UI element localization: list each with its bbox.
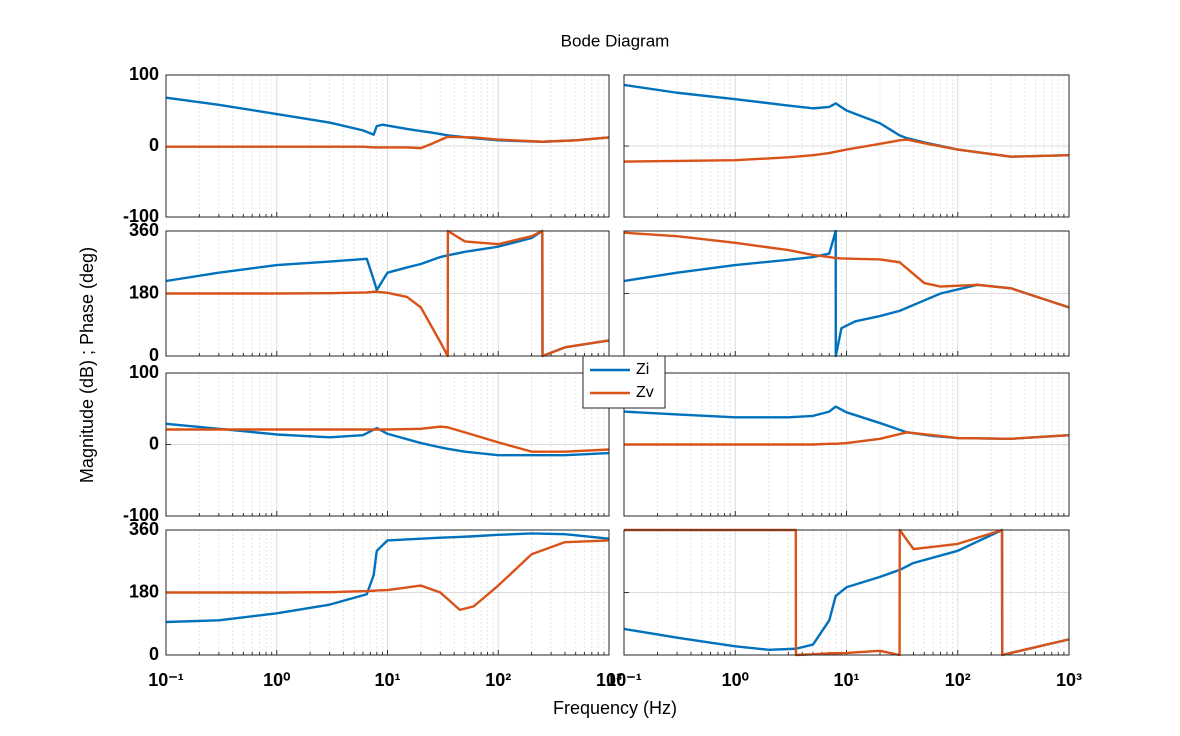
series-line xyxy=(165,422,610,457)
y-tick-label: 0 xyxy=(149,433,159,453)
series-line xyxy=(166,539,610,612)
plot-frame xyxy=(165,74,610,218)
x-tick-label: 10² xyxy=(945,670,971,690)
y-tick-label: 0 xyxy=(149,135,159,155)
legend-box xyxy=(582,355,666,409)
x-tick-label: 10⁰ xyxy=(263,670,290,690)
chart-title: Bode Diagram xyxy=(561,31,670,50)
legend-label: Zv xyxy=(636,384,654,401)
y-tick-label: 0 xyxy=(149,345,159,365)
x-tick-label: 10³ xyxy=(596,670,622,690)
y-tick-label: 360 xyxy=(129,519,159,539)
plot-frame xyxy=(623,372,1070,517)
series-line xyxy=(623,231,1070,309)
y-tick-label: -100 xyxy=(123,505,159,525)
x-tick-label: 10¹ xyxy=(833,670,859,690)
plot-frame xyxy=(165,230,610,357)
plot-frame xyxy=(623,529,1070,656)
x-tick-label: 10⁻¹ xyxy=(606,670,642,690)
y-tick-label: 360 xyxy=(129,220,159,240)
x-tick-label: 10² xyxy=(485,670,511,690)
y-tick-label: 100 xyxy=(129,362,159,382)
series-line xyxy=(166,229,610,358)
series-line xyxy=(165,532,610,624)
y-tick-label: 100 xyxy=(129,64,159,84)
plot-frame xyxy=(165,372,610,517)
x-tick-label: 10³ xyxy=(1056,670,1082,690)
series-line xyxy=(623,138,1070,163)
plot-frame xyxy=(623,230,1070,357)
x-tick-label: 10¹ xyxy=(374,670,400,690)
y-axis-label: Magnitude (dB) ; Phase (deg) xyxy=(77,247,97,483)
y-tick-label: 180 xyxy=(129,282,159,302)
series-line xyxy=(623,528,1070,657)
series-line xyxy=(166,135,610,150)
series-line xyxy=(166,425,610,453)
series-line xyxy=(624,431,1070,446)
x-axis-label: Frequency (Hz) xyxy=(553,698,677,718)
y-tick-label: -100 xyxy=(123,206,159,226)
y-tick-label: 180 xyxy=(129,581,159,601)
x-tick-label: 10⁰ xyxy=(722,670,749,690)
plot-frame xyxy=(623,74,1070,218)
x-tick-label: 10⁻¹ xyxy=(148,670,184,690)
y-tick-label: 0 xyxy=(149,644,159,664)
plot-frame xyxy=(165,529,610,656)
series-line xyxy=(623,229,1070,358)
legend-label: Zi xyxy=(636,361,649,378)
